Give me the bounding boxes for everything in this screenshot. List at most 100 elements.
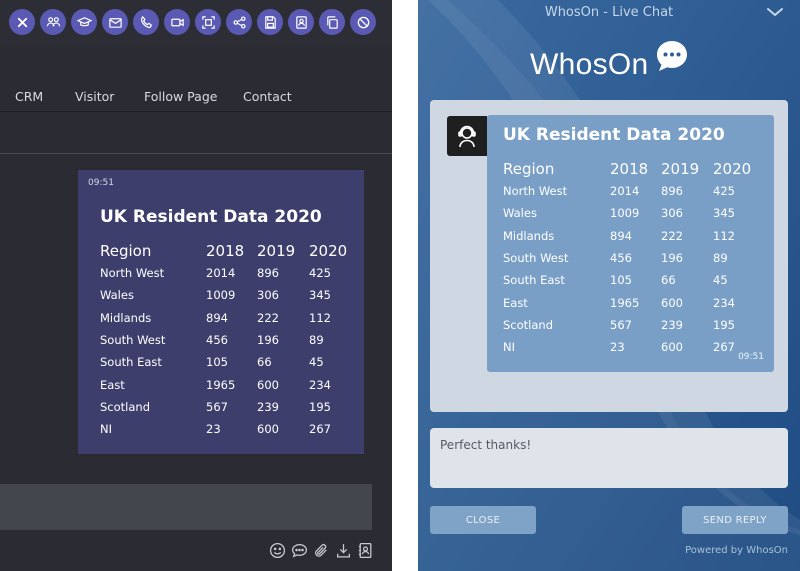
table-cell: 112 <box>713 228 735 243</box>
table-cell: 23 <box>610 340 625 355</box>
column-header: 2020 <box>309 242 348 260</box>
block-icon[interactable] <box>350 9 376 35</box>
logo-text: WhosOn <box>530 48 649 81</box>
table-row: East 1965 600 234 <box>503 291 763 313</box>
table-cell: NI <box>100 422 112 437</box>
message-time: 09:51 <box>88 178 114 188</box>
tab-crm[interactable]: CRM <box>15 89 44 104</box>
table-header-row: Region 2018 2019 2020 <box>503 158 763 180</box>
column-header: 2018 <box>610 160 649 178</box>
contact-book-icon[interactable] <box>357 542 374 559</box>
table-cell: 1965 <box>206 377 236 392</box>
table-cell: 600 <box>661 295 683 310</box>
tab-follow-page[interactable]: Follow Page <box>144 89 218 104</box>
graduation-cap-icon[interactable] <box>71 9 97 35</box>
table-row: South West 456 196 89 <box>100 329 359 351</box>
table-cell: 234 <box>713 295 735 310</box>
table-cell: Midlands <box>100 310 152 325</box>
table-cell: 195 <box>713 317 735 332</box>
users-icon[interactable] <box>40 9 66 35</box>
table-row: Scotland 567 239 195 <box>100 396 359 418</box>
smiley-icon[interactable] <box>269 542 286 559</box>
table-cell: 239 <box>257 399 279 414</box>
operator-tabs: CRM Visitor Follow Page Contact <box>0 80 392 112</box>
table-cell: 1009 <box>610 206 640 221</box>
table-row: Scotland 567 239 195 <box>503 314 763 336</box>
table-cell: South East <box>503 273 565 288</box>
close-icon[interactable] <box>9 9 35 35</box>
table-cell: 345 <box>309 288 331 303</box>
copy-icon[interactable] <box>319 9 345 35</box>
paperclip-icon[interactable] <box>313 542 330 559</box>
table-cell: North West <box>100 266 165 281</box>
table-cell: 112 <box>309 310 331 325</box>
table-cell: 894 <box>610 228 632 243</box>
table-cell: 600 <box>257 377 279 392</box>
table-cell: 2014 <box>206 266 236 281</box>
chat-bubble-logo-icon <box>657 41 687 71</box>
operator-toolbar <box>0 0 392 46</box>
send-reply-button[interactable]: SEND REPLY <box>682 506 788 534</box>
table-cell: 267 <box>309 422 331 437</box>
tab-visitor[interactable]: Visitor <box>75 89 115 104</box>
phone-icon[interactable] <box>133 9 159 35</box>
table-cell: 896 <box>661 184 683 199</box>
operator-reply-input[interactable] <box>0 484 372 530</box>
table-cell: 23 <box>206 422 221 437</box>
panel-gap <box>392 0 418 571</box>
table-row: Midlands 894 222 112 <box>503 225 763 247</box>
tab-contact[interactable]: Contact <box>243 89 292 104</box>
close-button[interactable]: CLOSE <box>430 506 536 534</box>
table-cell: 222 <box>661 228 683 243</box>
reply-input[interactable] <box>430 428 788 488</box>
table-row: Midlands 894 222 112 <box>100 307 359 329</box>
table-cell: Midlands <box>503 228 555 243</box>
visitor-chat-widget: WhosOn - Live Chat WhosOn UK Resident Da… <box>418 0 800 571</box>
share-icon[interactable] <box>226 9 252 35</box>
contact-card-icon[interactable] <box>288 9 314 35</box>
table-row: South East 105 66 45 <box>100 351 359 373</box>
table-cell: 195 <box>309 399 331 414</box>
column-header: Region <box>503 160 555 178</box>
agent-avatar-icon <box>447 116 487 156</box>
divider <box>0 153 392 154</box>
video-icon[interactable] <box>164 9 190 35</box>
table-cell: 1965 <box>610 295 640 310</box>
download-icon[interactable] <box>335 542 352 559</box>
mail-icon[interactable] <box>102 9 128 35</box>
table-row: East 1965 600 234 <box>100 373 359 395</box>
window-title: WhosOn - Live Chat <box>544 5 674 20</box>
table-cell: 425 <box>713 184 735 199</box>
table-cell: 567 <box>610 317 632 332</box>
table-row: North West 2014 896 425 <box>503 180 763 202</box>
table-cell: 306 <box>257 288 279 303</box>
table-cell: 456 <box>610 251 632 266</box>
data-table: Region 2018 2019 2020 North West 2014 896 425 Wa… <box>100 240 359 440</box>
table-header-row: Region 2018 2019 2020 <box>100 240 359 262</box>
table-cell: 105 <box>610 273 632 288</box>
table-row: Wales 1009 306 345 <box>503 202 763 224</box>
table-cell: 196 <box>257 333 279 348</box>
save-icon[interactable] <box>257 9 283 35</box>
table-row: South West 456 196 89 <box>503 247 763 269</box>
table-cell: 425 <box>309 266 331 281</box>
table-cell: 105 <box>206 355 228 370</box>
screen-capture-icon[interactable] <box>195 9 221 35</box>
message-title: UK Resident Data 2020 <box>503 125 725 145</box>
table-cell: 896 <box>257 266 279 281</box>
table-cell: 345 <box>713 206 735 221</box>
chevron-down-icon[interactable] <box>766 6 784 18</box>
operator-message-bubble: 09:51 UK Resident Data 2020 Region 2018 20… <box>78 170 364 454</box>
powered-by-text: Powered by WhosOn <box>685 545 788 556</box>
table-cell: East <box>100 377 125 392</box>
table-cell: 456 <box>206 333 228 348</box>
table-cell: 89 <box>309 333 324 348</box>
message-time: 09:51 <box>738 352 764 362</box>
table-cell: Scotland <box>503 317 553 332</box>
column-header: 2019 <box>661 160 700 178</box>
chat-bubble-icon[interactable] <box>291 542 308 559</box>
table-cell: 66 <box>661 273 676 288</box>
column-header: 2020 <box>713 160 752 178</box>
table-cell: Wales <box>100 288 134 303</box>
table-cell: 1009 <box>206 288 236 303</box>
